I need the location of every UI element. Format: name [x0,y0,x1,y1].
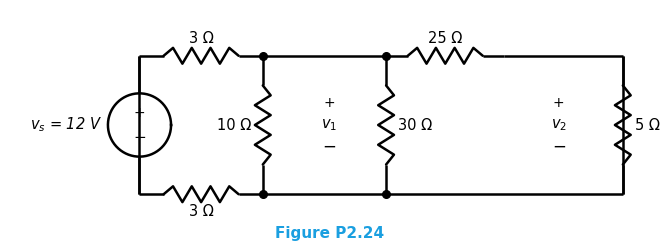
Text: 5 Ω: 5 Ω [635,118,659,132]
Text: $v_s$ = 12 V: $v_s$ = 12 V [30,116,102,134]
Text: $v_2$: $v_2$ [551,117,567,133]
Text: Figure P2.24: Figure P2.24 [275,226,384,241]
Text: $v_1$: $v_1$ [321,117,338,133]
Text: 25 Ω: 25 Ω [428,31,462,46]
Text: 3 Ω: 3 Ω [188,31,214,46]
Text: +: + [553,96,565,110]
Text: 10 Ω: 10 Ω [216,118,251,132]
Text: −: − [551,138,565,156]
Text: +: + [134,106,145,120]
Text: −: − [133,130,146,144]
Text: −: − [322,138,336,156]
Text: 30 Ω: 30 Ω [398,118,432,132]
Text: +: + [324,96,335,110]
Text: 3 Ω: 3 Ω [188,204,214,219]
